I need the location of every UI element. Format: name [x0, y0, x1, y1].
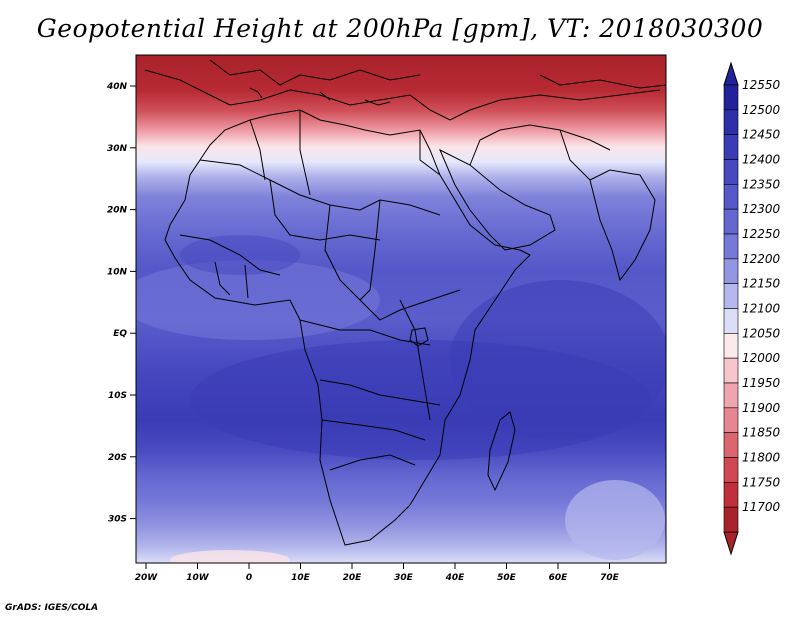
map-title: Geopotential Height at 200hPa [gpm], VT:… [36, 14, 764, 43]
colorbar-label: 12200 [742, 252, 781, 266]
coastlines [144, 59, 666, 546]
colorbar-label: 12350 [742, 177, 781, 191]
colorbar-label: 11950 [742, 376, 781, 390]
lon-tick-label: 20E [343, 573, 363, 583]
grads-credit: GrADS: IGES/COLA [5, 603, 99, 613]
lon-tick-label: 50E [497, 573, 517, 583]
lat-tick-label: 30N [107, 144, 128, 154]
lon-tick-label: 30E [394, 573, 414, 583]
lat-tick-label: 20S [108, 453, 127, 463]
longitude-axis: 20W 10W 0 10E 20E 30E 40E 50E 60E 70E [135, 563, 620, 583]
lat-tick-label: 30S [108, 515, 127, 525]
colorbar-swatch [723, 333, 739, 359]
colorbar-swatch [723, 184, 739, 210]
colorbar-swatch [723, 208, 739, 235]
map-frame [135, 54, 667, 564]
lat-tick-label: 40N [106, 82, 128, 92]
colorbar-label: 12100 [742, 302, 781, 316]
colorbar-bottom-arrow [723, 531, 739, 556]
colorbar-swatch [723, 506, 739, 533]
colorbar-label: 12400 [742, 153, 781, 167]
colorbar-label: 12250 [742, 227, 781, 241]
lon-tick-label: 60E [549, 573, 569, 583]
lon-tick-label: 0 [246, 573, 252, 583]
colorbar-top-arrow [723, 61, 739, 86]
colorbar-swatch [723, 109, 739, 135]
lat-tick-label: 10S [108, 391, 127, 401]
colorbar-swatch [723, 258, 739, 284]
latitude-axis: 40N 30N 20N 10N EQ 10S 20S 30S [106, 82, 136, 525]
colorbar-label: 12450 [742, 128, 781, 142]
lon-tick-label: 10E [291, 573, 311, 583]
colorbar-label: 12550 [742, 78, 781, 92]
colorbar-label: 11700 [742, 500, 781, 514]
colorbar-swatch [723, 159, 739, 185]
lon-tick-label: 10W [186, 573, 210, 583]
colorbar-swatch [723, 432, 739, 458]
colorbar-swatch [723, 308, 739, 334]
lat-tick-label: EQ [113, 329, 127, 339]
colorbar-label: 11800 [742, 451, 781, 465]
colorbar-label: 12500 [742, 103, 781, 117]
lon-tick-label: 40E [445, 573, 466, 583]
lon-tick-label: 20W [135, 573, 159, 583]
colorbar-label: 11750 [742, 475, 781, 489]
colorbar-label: 11850 [742, 426, 781, 440]
lon-tick-label: 70E [600, 573, 620, 583]
colorbar-swatch [723, 283, 739, 309]
colorbar-swatch [723, 357, 739, 384]
colorbar-swatch [723, 84, 739, 111]
colorbar: 12550 12500 12450 12400 12350 12300 12250 12200… [723, 61, 781, 556]
colorbar-label: 12300 [742, 202, 781, 216]
colorbar-swatch [723, 407, 739, 433]
lat-tick-label: 20N [107, 206, 128, 216]
colorbar-swatch [723, 457, 739, 483]
colorbar-label: 12050 [742, 326, 781, 340]
colorbar-swatch [723, 233, 739, 260]
lat-tick-label: 10N [107, 267, 128, 277]
colorbar-swatch [723, 382, 739, 409]
colorbar-label: 12000 [742, 351, 781, 365]
colorbar-swatch [723, 134, 739, 160]
colorbar-swatch [723, 482, 739, 508]
colorbar-label: 11900 [742, 401, 781, 415]
colorbar-label: 12150 [742, 277, 781, 291]
